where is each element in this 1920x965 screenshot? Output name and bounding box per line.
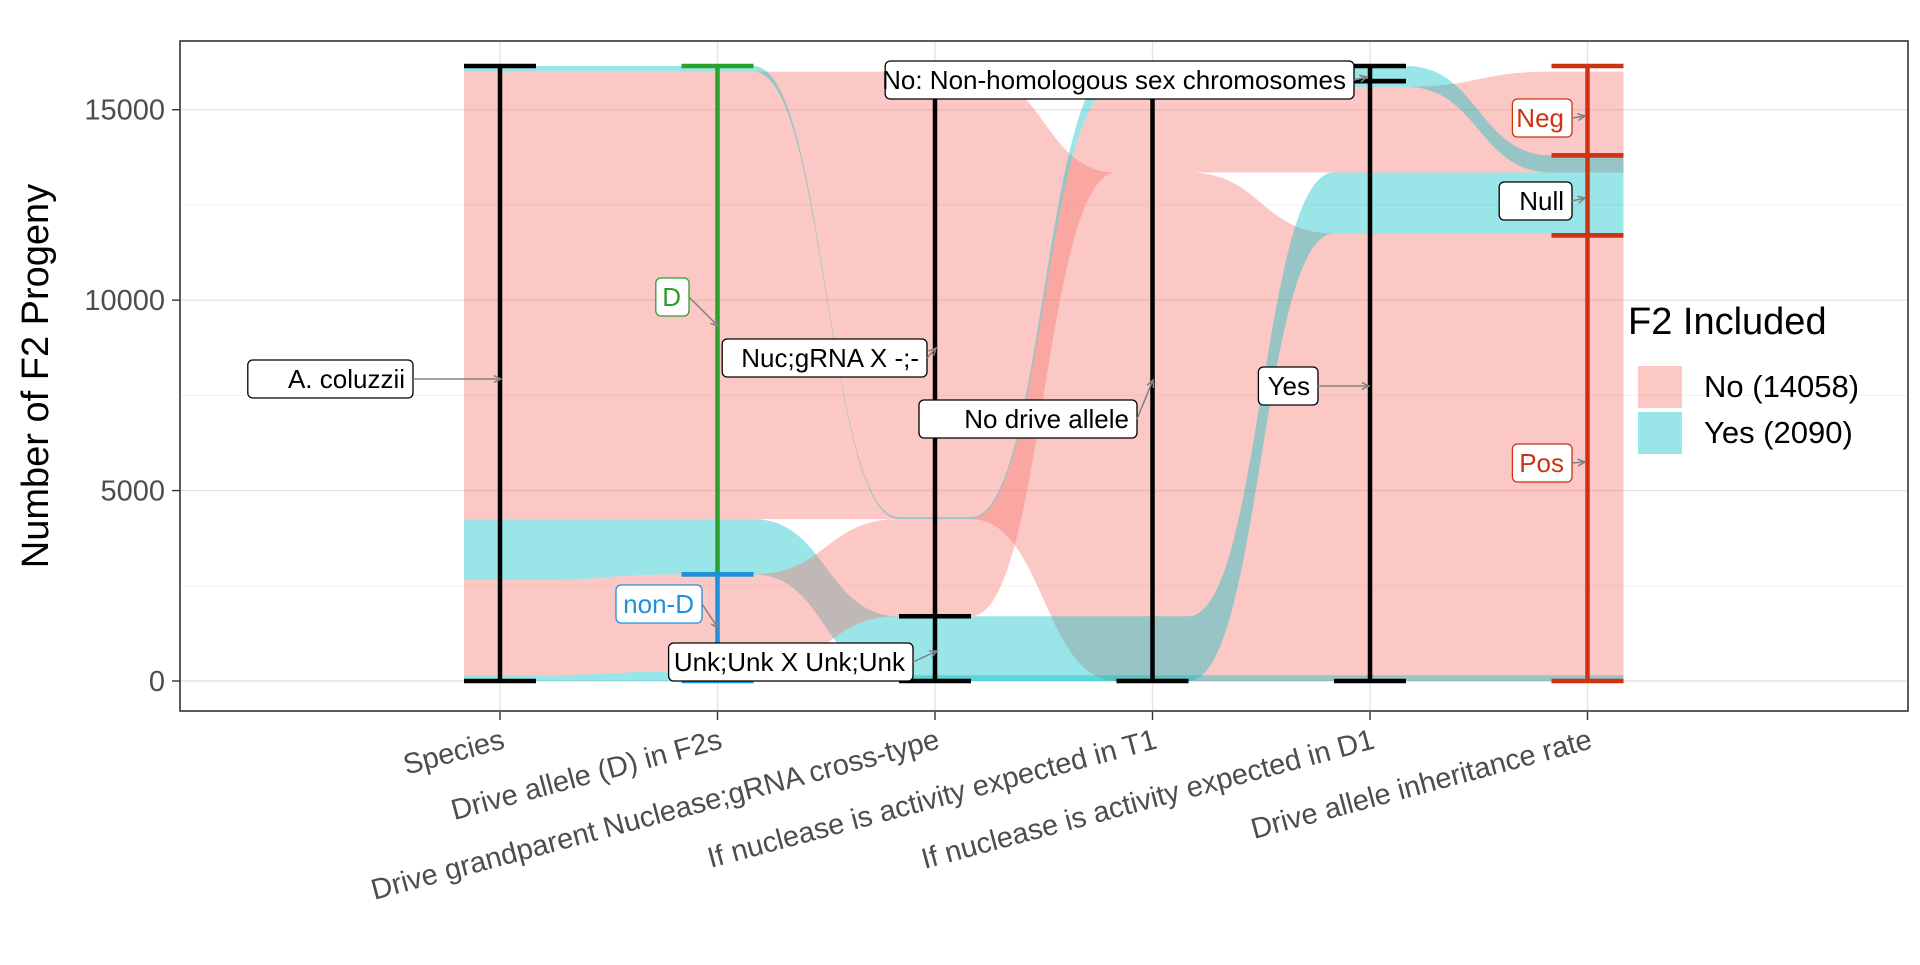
stratum-label-arrowhead — [1577, 112, 1587, 122]
stratum-label-arrowhead — [710, 619, 719, 630]
stratum-label-arrow — [1136, 379, 1154, 420]
stratum-label: Yes — [1268, 371, 1310, 401]
stratum-label-group: Null — [1498, 181, 1587, 221]
stratum-label-group: No drive allele — [918, 378, 1155, 439]
stratum-label: Null — [1519, 186, 1564, 216]
stratum-label-arrow — [1353, 76, 1368, 81]
stratum-label-arrowhead — [928, 650, 939, 658]
stratum-label-group: Unk;Unk X Unk;Unk — [667, 642, 939, 682]
legend-title: F2 Included — [1628, 301, 1827, 343]
y-tick-label: 15000 — [84, 95, 165, 127]
stratum-label-group: Neg — [1511, 98, 1587, 138]
stratum-label-arrowhead — [1359, 74, 1369, 83]
stratum-label-arrow — [688, 296, 719, 327]
stratum-label-arrow — [912, 650, 938, 663]
stratum-label: No: Non-homologous sex chromosomes — [882, 65, 1346, 95]
stratum-label-group: A. coluzzii — [247, 359, 503, 399]
y-axis-title: Number of F2 Progeny — [15, 184, 57, 568]
stratum-label-arrowhead — [1361, 381, 1371, 391]
plot-panel — [179, 40, 1909, 712]
y-tick-label: 10000 — [84, 285, 165, 317]
stratum-label-group: non-D — [615, 584, 719, 630]
stratum-label-arrow — [1571, 461, 1586, 464]
stratum-label-arrow — [926, 347, 937, 359]
stratum-label-arrowhead — [493, 374, 503, 384]
legend-key — [1638, 366, 1682, 408]
flow-ribbon-2 — [464, 172, 1624, 681]
y-tick-label: 0 — [149, 666, 165, 698]
stratum-label: non-D — [623, 589, 694, 619]
stratum-label-group: D — [655, 277, 720, 328]
flow-ribbon-1 — [464, 71, 1624, 682]
stratum-label-arrow — [701, 603, 719, 629]
legend-label: Yes (2090) — [1704, 415, 1853, 450]
flow-ribbon-3 — [464, 71, 1624, 676]
stratum-label-arrowhead — [928, 346, 938, 356]
stratum-label: Pos — [1519, 448, 1564, 478]
stratum-label-arrow — [1571, 115, 1586, 119]
flow-ribbon-4 — [464, 66, 1624, 520]
stratum-label: D — [662, 282, 681, 312]
y-axis-ticks: 0 5000 10000 15000 — [84, 95, 180, 698]
stratum-label: Neg — [1516, 103, 1564, 133]
stratum-label: Unk;Unk X Unk;Unk — [674, 647, 906, 677]
stratum-label-arrowhead — [1577, 195, 1587, 204]
stratum-label: A. coluzzii — [288, 364, 405, 394]
legend-key — [1638, 412, 1682, 454]
stratum-label-arrowhead — [1146, 378, 1155, 389]
stratum-label-arrow — [1571, 197, 1586, 202]
legend: F2 Included No (14058) Yes (2090) — [1628, 301, 1859, 454]
stratum-label: Nuc;gRNA X -;- — [741, 343, 919, 373]
stratum-label-group: Pos — [1511, 443, 1587, 483]
stratum-label-group: Nuc;gRNA X -;- — [721, 338, 938, 378]
stratum-label-arrowhead — [1577, 458, 1587, 467]
stratum-bars — [464, 63, 1624, 684]
legend-label: No (14058) — [1704, 369, 1859, 404]
stratum-label-arrowhead — [710, 318, 720, 328]
stratum-label-group: Yes — [1257, 366, 1371, 406]
stratum-label: No drive allele — [964, 404, 1129, 434]
y-tick-label: 5000 — [100, 476, 165, 508]
stratum-label-group: No: Non-homologous sex chromosomes — [882, 60, 1369, 100]
